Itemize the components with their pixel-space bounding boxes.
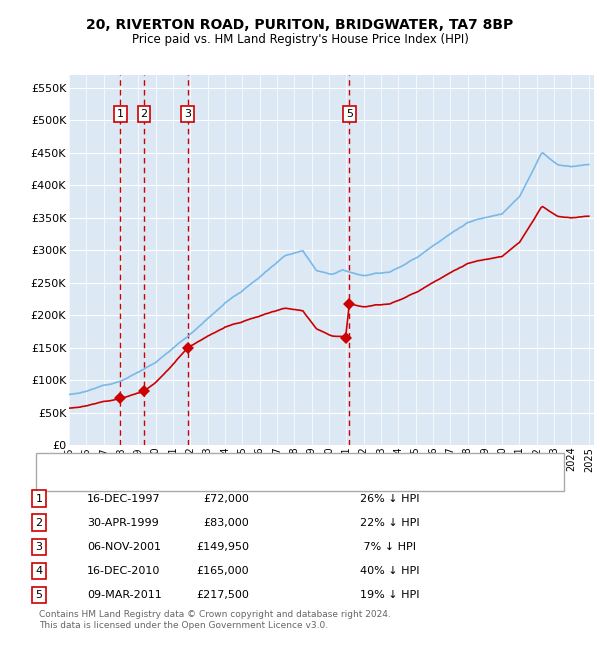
- Text: £217,500: £217,500: [196, 590, 249, 600]
- Text: Price paid vs. HM Land Registry's House Price Index (HPI): Price paid vs. HM Land Registry's House …: [131, 32, 469, 46]
- Text: 20, RIVERTON ROAD, PURITON, BRIDGWATER, TA7 8BP (detached house): 20, RIVERTON ROAD, PURITON, BRIDGWATER, …: [89, 459, 467, 469]
- Text: 7% ↓ HPI: 7% ↓ HPI: [360, 541, 416, 552]
- Text: Contains HM Land Registry data © Crown copyright and database right 2024.: Contains HM Land Registry data © Crown c…: [39, 610, 391, 619]
- Text: 16-DEC-2010: 16-DEC-2010: [87, 566, 160, 576]
- Text: £83,000: £83,000: [203, 517, 249, 528]
- Text: 26% ↓ HPI: 26% ↓ HPI: [360, 493, 419, 504]
- Text: 19% ↓ HPI: 19% ↓ HPI: [360, 590, 419, 600]
- Text: £72,000: £72,000: [203, 493, 249, 504]
- Text: 09-MAR-2011: 09-MAR-2011: [87, 590, 162, 600]
- Text: 1: 1: [117, 109, 124, 119]
- Text: 3: 3: [184, 109, 191, 119]
- Text: 4: 4: [35, 566, 43, 576]
- Text: 16-DEC-1997: 16-DEC-1997: [87, 493, 161, 504]
- Text: HPI: Average price, detached house, Somerset: HPI: Average price, detached house, Some…: [89, 475, 332, 485]
- Text: 30-APR-1999: 30-APR-1999: [87, 517, 159, 528]
- Text: 5: 5: [35, 590, 43, 600]
- Text: 06-NOV-2001: 06-NOV-2001: [87, 541, 161, 552]
- Text: £149,950: £149,950: [196, 541, 249, 552]
- Text: 1: 1: [35, 493, 43, 504]
- Text: This data is licensed under the Open Government Licence v3.0.: This data is licensed under the Open Gov…: [39, 621, 328, 630]
- Text: 2: 2: [35, 517, 43, 528]
- Text: £165,000: £165,000: [196, 566, 249, 576]
- Text: 40% ↓ HPI: 40% ↓ HPI: [360, 566, 419, 576]
- Text: 3: 3: [35, 541, 43, 552]
- Text: 2: 2: [140, 109, 148, 119]
- Text: 22% ↓ HPI: 22% ↓ HPI: [360, 517, 419, 528]
- Text: 5: 5: [346, 109, 353, 119]
- Text: 20, RIVERTON ROAD, PURITON, BRIDGWATER, TA7 8BP: 20, RIVERTON ROAD, PURITON, BRIDGWATER, …: [86, 18, 514, 32]
